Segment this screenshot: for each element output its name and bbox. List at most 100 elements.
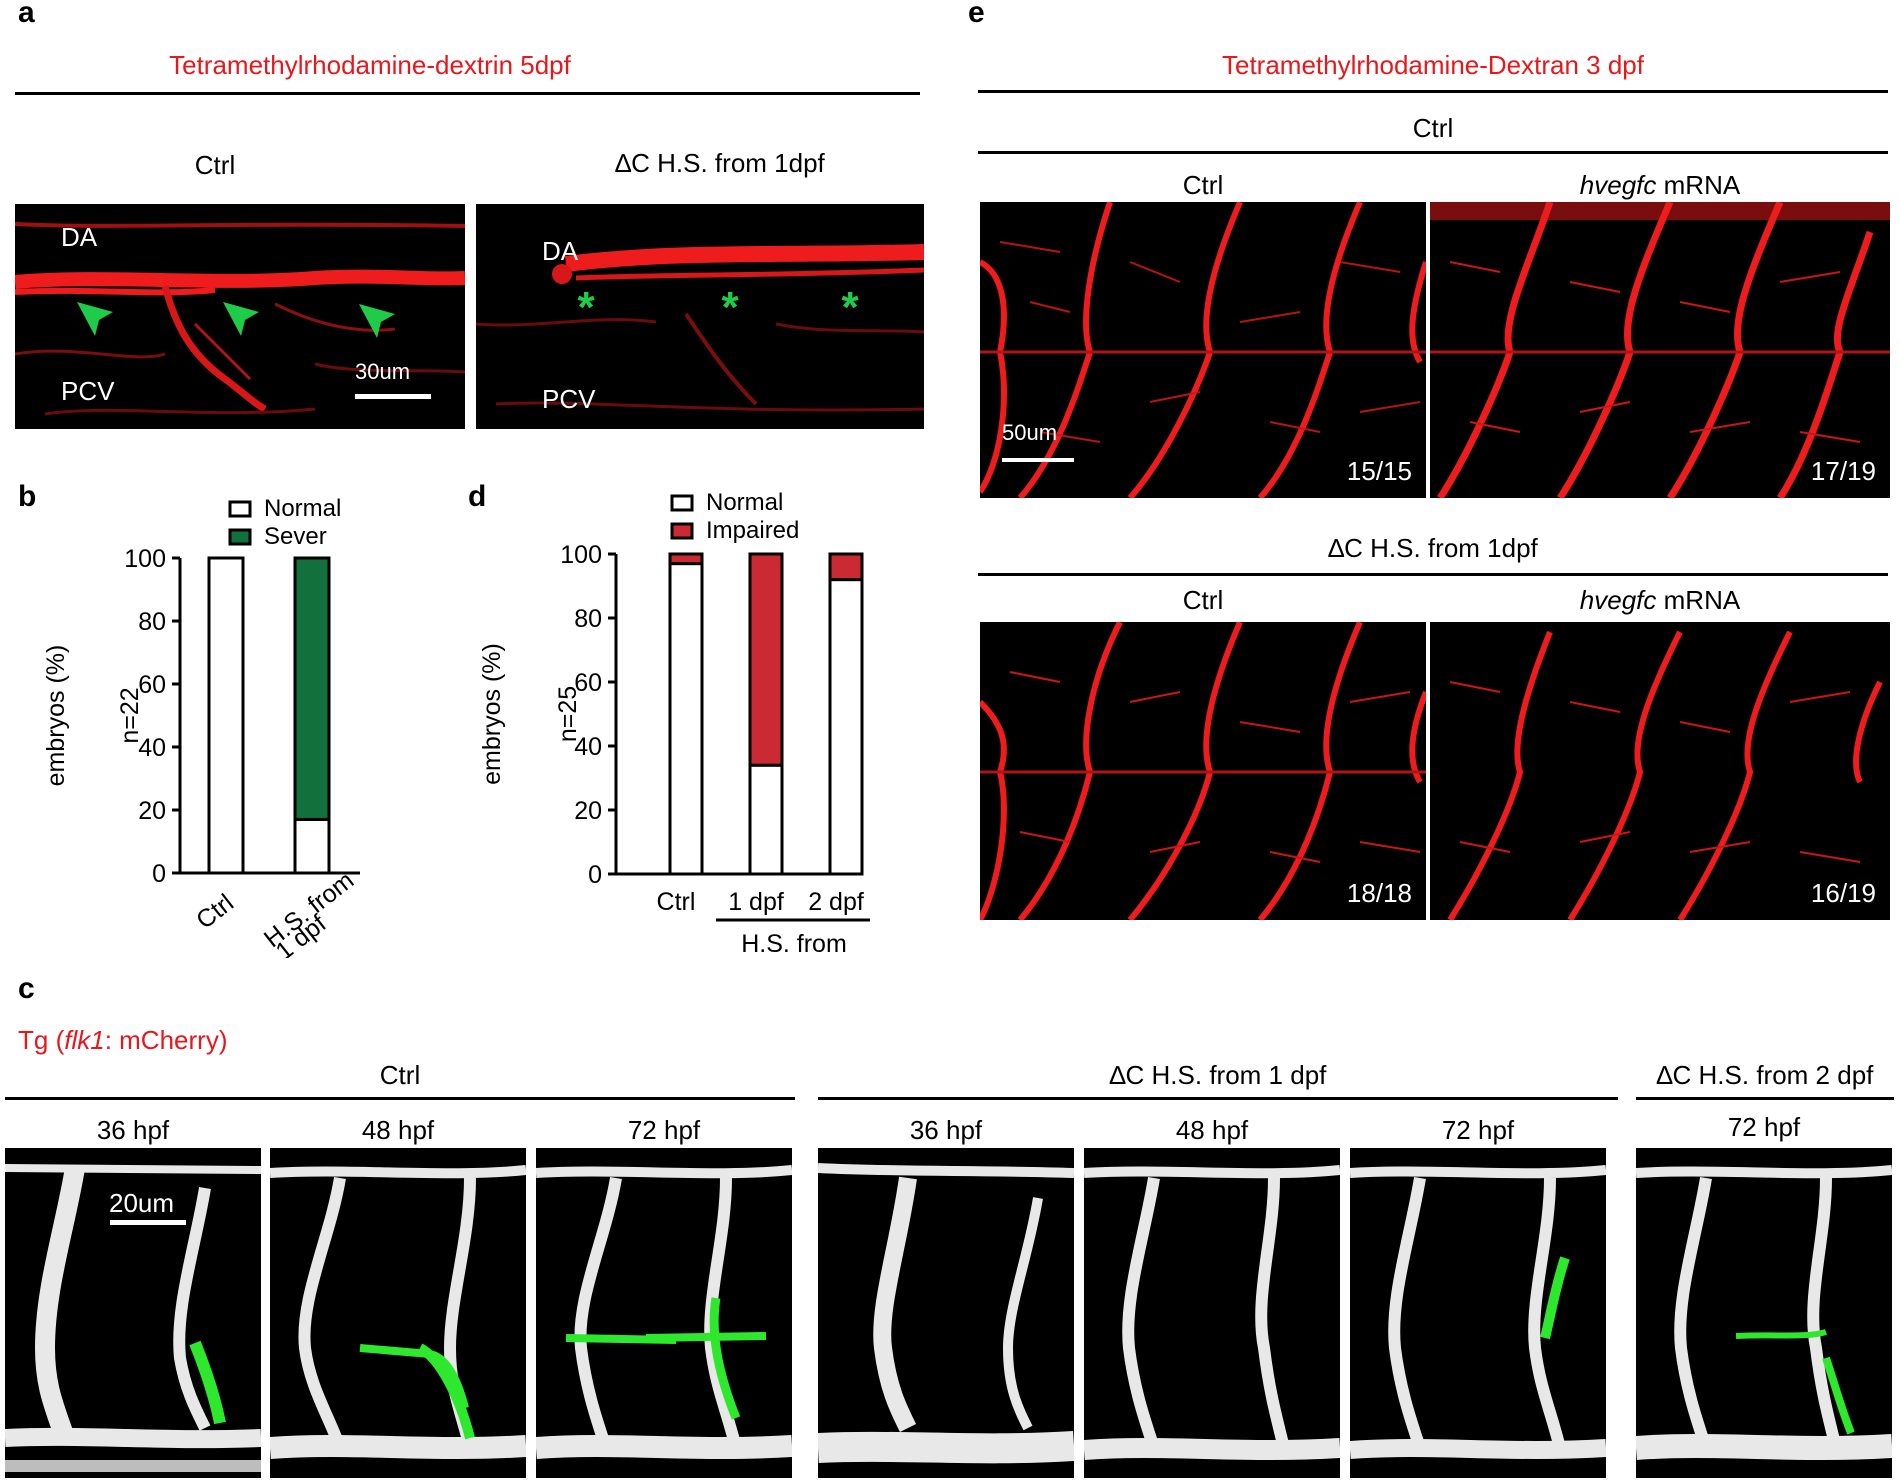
chart-d: 0 20 40 60 80 100 embryos (%) n=25 NormalImpaire… [480,489,870,958]
panel-c-divider [1636,1097,1894,1100]
panel-c-hs1-36-image [818,1148,1074,1478]
panel-e-col-mrna: hvegfc mRNA [1430,585,1890,616]
panel-c-hs2-72-image [1636,1148,1892,1478]
bar-sever [293,556,331,821]
timepoint-label: 36 hpf [96,1115,170,1145]
y-tick-label: 0 [152,860,166,888]
vessel-image [1350,1165,1606,1459]
panel-c-divider [818,1097,1618,1100]
panel-a-hs-image: * * * DA PCV [476,204,924,429]
arrowhead-icon [223,302,259,336]
count-label: 16/19 [1810,878,1876,908]
n-annotation: n=22 [116,687,144,743]
scale-bar [355,394,431,399]
panel-c-ctrl-72-image [536,1148,792,1478]
legend-swatch [228,500,252,518]
panel-e-divider [978,90,1888,93]
bar-impaired [668,552,704,566]
panel-c-letter: c [18,972,35,1005]
y-axis-label: embryos (%) [42,645,70,787]
x-tick-label: Ctrl [657,888,696,916]
vessel-image [270,1165,526,1459]
legend-label: Impaired [706,517,799,544]
segment-chevrons [1447,630,1883,920]
label-da: DA [61,222,98,252]
legend-label: Normal [706,489,783,516]
bar-impaired [828,552,864,582]
y-tick-label: 20 [574,797,602,825]
bar-impaired [748,552,784,767]
panel-c-hs1-72-image [1350,1148,1606,1478]
y-tick-label: 80 [138,608,166,636]
panel-a-ctrl-vessels [15,222,465,416]
legend-swatch [228,528,252,546]
label-pcv: PCV [61,376,115,406]
panel-e-hs-ctrl-image: 18/18 [980,622,1426,920]
scale-bar [110,1220,186,1225]
legend-swatch [670,522,694,540]
arrowhead-icon [77,302,113,336]
y-tick-label: 40 [138,734,166,762]
arrowhead-icon [359,304,395,338]
vessel-image [1084,1165,1340,1460]
panel-c-ctrl-36-image: 20um [5,1148,261,1478]
mrna-suffix: mRNA [1656,585,1741,615]
label-da: DA [542,236,579,266]
panel-c-group-hs2: ∆C H.S. from 2 dpf [1656,1060,1874,1090]
timepoint-label: 48 hpf [361,1115,435,1145]
timepoint-label: 72 hpf [627,1115,701,1145]
panel-c-group-ctrl: Ctrl [379,1060,421,1090]
panel-a-ctrl-image: DA PCV 30um [15,204,465,429]
timepoint-label: 36 hpf [909,1115,983,1145]
scale-bar [1002,458,1074,462]
timepoint-label: 72 hpf [1441,1115,1515,1145]
panel-a-letter: a [18,0,35,29]
y-tick-label: 0 [588,861,602,889]
vessel-image [536,1165,792,1459]
scale-bar-label: 50um [1002,420,1058,445]
bar-normal [207,556,245,875]
segment-chevrons [1430,202,1890,498]
panel-e-hs-mrna-image: 16/19 [1430,622,1890,920]
panel-c-hs1-48-image [1084,1148,1340,1478]
panel-e-group-ctrl: Ctrl [1412,113,1454,143]
bar-normal [828,578,864,876]
panel-e-ctrl-ctrl-image: 50um 15/15 [980,202,1426,498]
panel-e-divider [978,151,1888,154]
panel-c-tg-label: Tg (flk1: mCherry) [18,1025,227,1056]
legend-label: Normal [264,495,341,522]
y-tick-label: 100 [560,541,602,569]
y-tick-label: 20 [138,797,166,825]
y-tick-label: 100 [124,545,166,573]
timepoint-label: 72 hpf [1727,1112,1801,1142]
tg-suffix: : mCherry) [104,1025,228,1055]
count-label: 17/19 [1810,456,1876,486]
vessel-image [5,1164,261,1472]
panel-e-divider [978,573,1888,576]
vessel-image [1636,1165,1892,1460]
panel-e-title: Tetramethylrhodamine-Dextran 3 dpf [1222,50,1644,80]
legend-swatch [670,494,694,512]
panel-e-group-hs: ∆C H.S. from 1dpf [1328,533,1538,563]
count-label: 18/18 [1346,878,1412,908]
panel-e-ctrl-mrna-image: 17/19 [1430,202,1890,498]
y-axis-label: embryos (%) [480,643,506,785]
panel-a-title: Tetramethylrhodamine-dextrin 5dpf [169,50,571,80]
panel-a-ctrl-arrows [77,302,431,399]
asterisk-icon: * [841,283,859,332]
y-tick-label: 80 [574,605,602,633]
count-label: 15/15 [1346,456,1412,486]
gene-name: hvegfc [1579,170,1657,200]
panel-e-col-mrna: hvegfc mRNA [1430,170,1890,201]
scale-bar-label: 30um [355,359,411,384]
mrna-suffix: mRNA [1656,170,1741,200]
panel-a-hs-vessels: * * * [476,244,924,412]
scale-bar-label: 20um [109,1188,175,1218]
group-label: H.S. from [741,930,847,958]
tg-gene: flk1 [64,1025,105,1055]
panel-e-col-ctrl: Ctrl [1182,585,1224,615]
segment-chevrons [980,622,1426,920]
bar-normal [668,562,704,876]
panel-b-letter: b [18,480,37,513]
